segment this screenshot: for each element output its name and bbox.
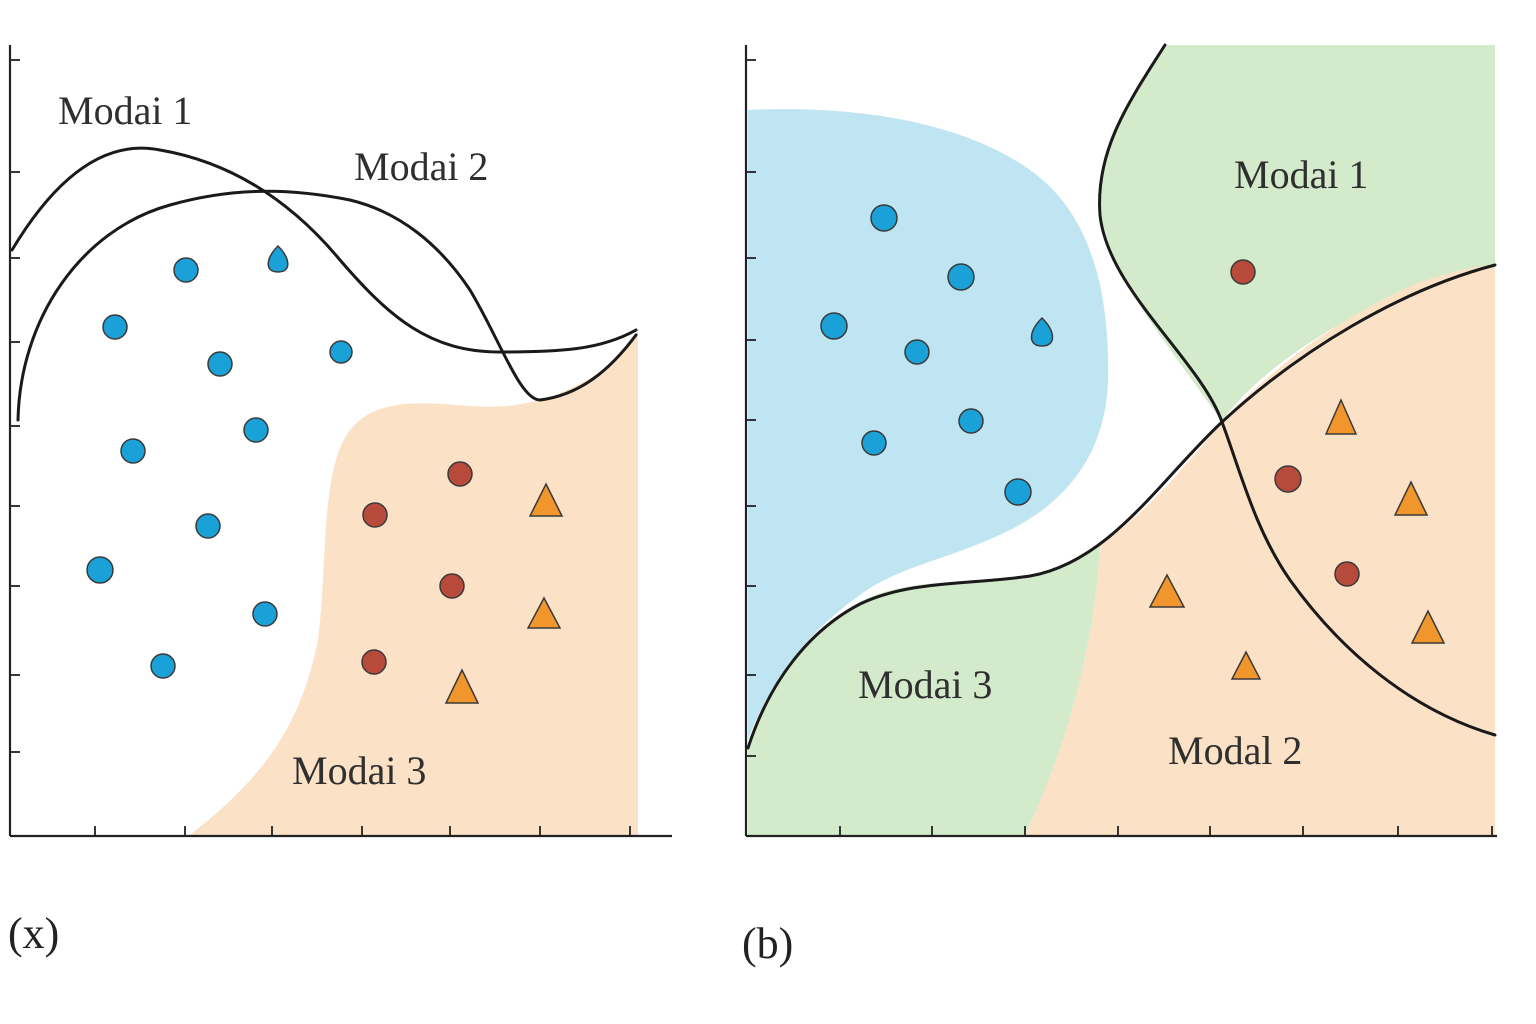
panel-a-y-ticks [10,59,20,753]
blue-point [904,339,930,365]
orange-triangle [526,596,562,629]
orange-triangle [1410,609,1446,644]
blue-point [870,204,898,232]
blue-point [150,653,176,679]
panel-a-label-modal1: Modai 1 [58,88,192,133]
red-point [447,461,473,487]
panel-a-boundary-modal2 [16,189,638,422]
panel-b-region-modal3 [748,545,1100,835]
orange-triangle [1230,650,1262,680]
blue-point [102,314,128,340]
panel-b-region-blue [748,109,1109,741]
panel-b-orange-points [1148,398,1446,680]
blue-point [207,351,233,377]
blue-point [820,312,848,340]
panel-b-x-ticks [839,826,1493,836]
panel-a-label-modal3: Modai 3 [292,748,426,793]
blue-point [1004,478,1032,506]
red-point [1230,259,1256,285]
red-point [1334,561,1360,587]
panel-b-label-modal2: Modal 2 [1168,728,1302,773]
panel-b-boundary-upper [1098,43,1497,737]
panel-a-caption: (x) [8,909,59,958]
blue-point [86,556,114,584]
blue-point [195,513,221,539]
panel-a-red-points [361,461,473,675]
blue-point [329,340,353,364]
panel-b-y-ticks [746,59,756,757]
panel-b-caption: (b) [742,919,793,968]
panel-b-blue-points [820,204,1054,506]
orange-triangle [528,482,564,517]
panel-b-label-modal3: Modai 3 [858,662,992,707]
blue-point [1030,316,1054,347]
panel-b-red-points [1230,259,1360,587]
orange-triangle [1393,480,1429,516]
blue-point [861,430,887,456]
red-point [361,649,387,675]
panel-a-boundary-modal1 [10,146,638,354]
panel-a-region-modal3 [190,330,638,835]
panel-a-label-modal2: Modai 2 [354,144,488,189]
blue-point [252,601,278,627]
orange-triangle [1148,573,1186,608]
red-point [362,502,388,528]
panel-b: Modai 1 Modai 3 Modal 2 (b) [742,43,1497,968]
panel-a: Modai 1 Modai 2 Modai 3 (x) [8,45,672,958]
red-point [1274,465,1302,493]
red-point [439,573,465,599]
orange-triangle [1324,398,1358,435]
panel-a-blue-points [86,244,353,679]
blue-point [947,263,975,291]
panel-b-region-modal2 [1025,265,1495,835]
panel-b-region-modal1 [1099,45,1495,422]
panel-a-orange-points [444,482,564,704]
blue-point [120,438,146,464]
panel-b-label-modal1: Modai 1 [1234,152,1368,197]
blue-point [267,244,289,273]
blue-point [243,417,269,443]
blue-point [173,257,199,283]
panel-a-x-ticks [94,826,631,836]
orange-triangle [444,668,480,704]
blue-point [958,408,984,434]
panel-b-boundary-lower [746,263,1497,750]
